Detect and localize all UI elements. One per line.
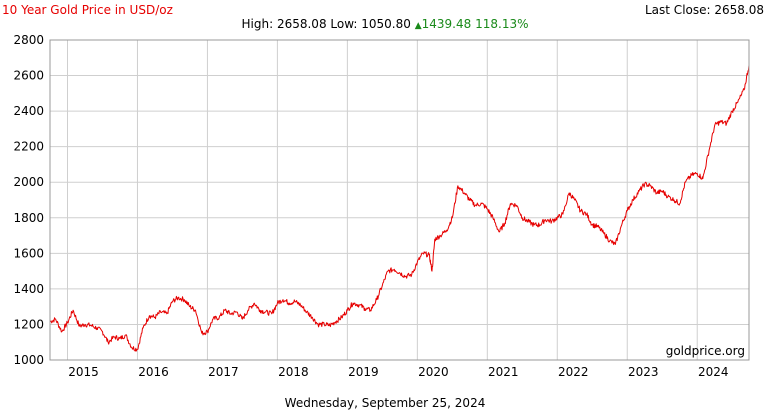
watermark-text: goldprice.org	[666, 344, 745, 358]
chart-title: 10 Year Gold Price in USD/oz	[2, 3, 173, 17]
change-value: 1439.48	[421, 17, 472, 31]
chart-grid	[50, 39, 749, 361]
last-close-value: 2658.08	[714, 3, 764, 17]
last-close-label: Last Close:	[645, 3, 711, 17]
y-tick-label: 2400	[13, 104, 44, 118]
change-indicator: ▲1439.48 118.13%	[415, 17, 529, 31]
x-tick-label: 2017	[208, 365, 239, 379]
footer-date: Wednesday, September 25, 2024	[284, 396, 486, 410]
y-tick-label: 1600	[13, 246, 44, 260]
y-tick-label: 2200	[13, 140, 44, 154]
price-stats: High: 2658.08 Low: 1050.80 ▲1439.48 118.…	[0, 17, 770, 33]
x-axis-ticks: 2015 2016 2017 2018 2019 2020 2021 2022 2023 2024	[68, 365, 728, 379]
x-tick-label: 2023	[628, 365, 659, 379]
y-tick-label: 1800	[13, 211, 44, 225]
high-value: 2658.08	[276, 17, 327, 31]
last-close-readout: Last Close: 2658.08	[645, 3, 764, 17]
price-series-line	[49, 65, 750, 352]
plot-frame	[49, 39, 750, 361]
low-value: 1050.80	[361, 17, 411, 31]
low-label: Low:	[330, 17, 358, 31]
change-percent: 118.13%	[475, 17, 529, 31]
y-tick-label: 1200	[13, 317, 44, 331]
x-tick-label: 2020	[418, 365, 449, 379]
plot-area	[49, 65, 750, 352]
up-arrow-icon: ▲	[414, 21, 422, 31]
y-tick-label: 1000	[13, 353, 44, 367]
x-tick-label: 2021	[488, 365, 519, 379]
y-tick-label: 1400	[13, 282, 44, 296]
y-tick-label: 2600	[13, 69, 44, 83]
x-tick-label: 2024	[698, 365, 729, 379]
x-tick-label: 2019	[348, 365, 379, 379]
x-tick-label: 2015	[68, 365, 99, 379]
y-axis-ticks: 1000 1200 1400 1600 1800 2000 2200 2400 2600 2800	[13, 33, 44, 367]
y-tick-label: 2800	[13, 33, 44, 47]
x-tick-label: 2016	[138, 365, 169, 379]
y-tick-label: 2000	[13, 175, 44, 189]
high-label: High:	[241, 17, 274, 31]
x-tick-label: 2022	[558, 365, 589, 379]
x-tick-label: 2018	[278, 365, 309, 379]
